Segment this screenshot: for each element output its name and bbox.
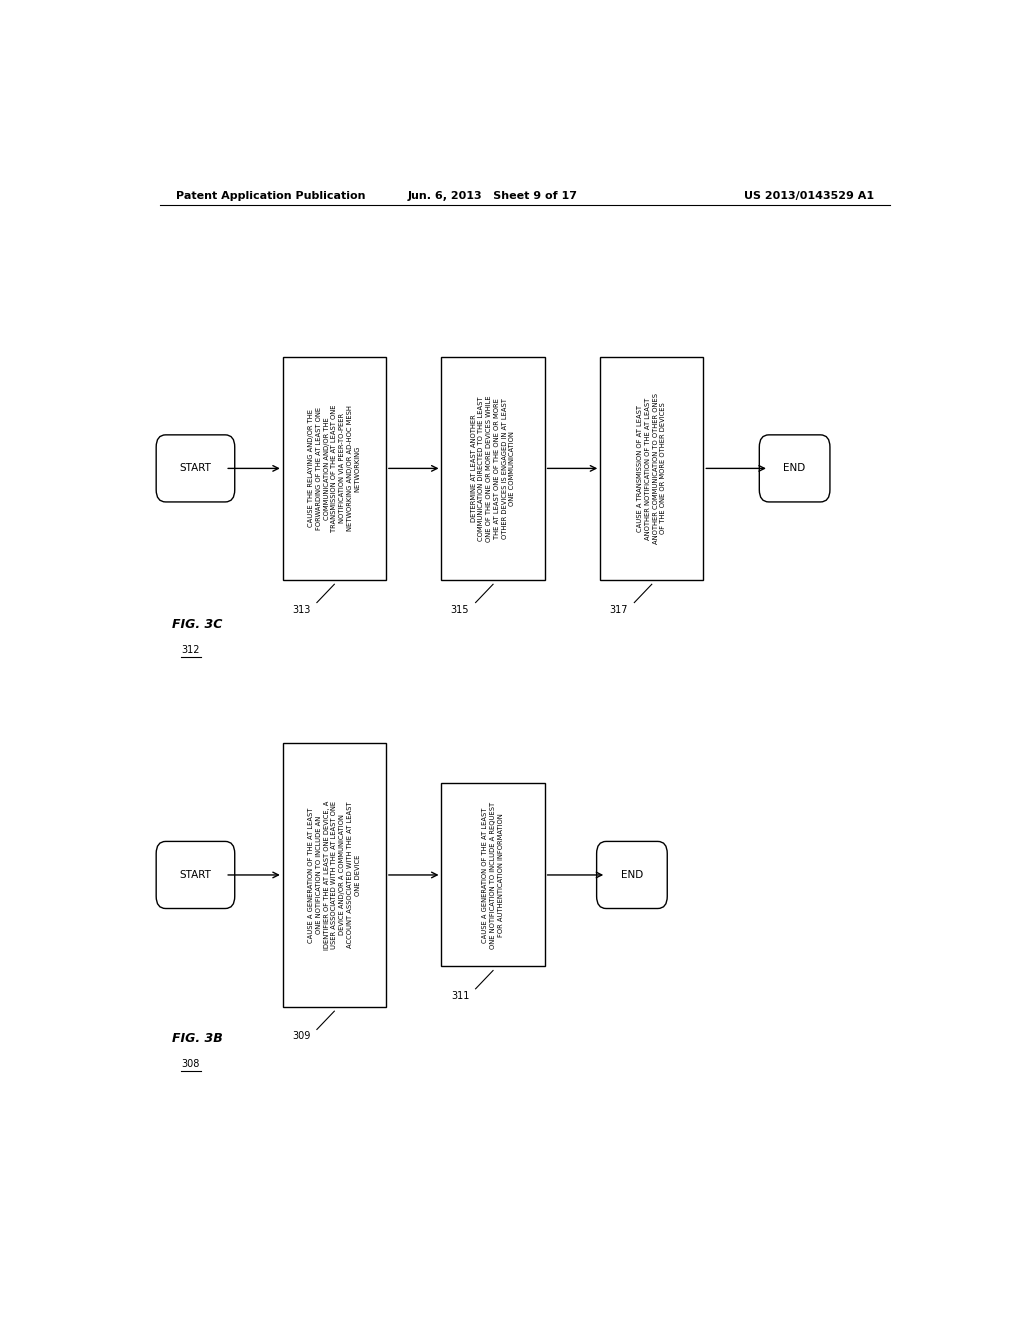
Text: START: START xyxy=(179,870,211,880)
FancyBboxPatch shape xyxy=(760,434,829,502)
Text: END: END xyxy=(783,463,806,474)
Bar xyxy=(283,356,386,581)
Text: CAUSE A GENERATION OF THE AT LEAST
ONE NOTIFICATION TO INCLUDE A REQUEST
FOR AUT: CAUSE A GENERATION OF THE AT LEAST ONE N… xyxy=(482,801,504,949)
FancyBboxPatch shape xyxy=(157,841,234,908)
Text: 317: 317 xyxy=(609,605,628,615)
Text: 308: 308 xyxy=(181,1059,200,1069)
Text: END: END xyxy=(621,870,643,880)
Text: 311: 311 xyxy=(451,991,469,1001)
Text: FIG. 3C: FIG. 3C xyxy=(172,618,222,631)
Text: DETERMINE AT LEAST ANOTHER
COMMUNICATION DIRECTED TO THE LEAST
ONE OF THE ONE OR: DETERMINE AT LEAST ANOTHER COMMUNICATION… xyxy=(471,395,515,541)
Bar xyxy=(441,356,545,581)
Text: 315: 315 xyxy=(451,605,469,615)
Text: 313: 313 xyxy=(292,605,310,615)
Text: US 2013/0143529 A1: US 2013/0143529 A1 xyxy=(743,191,873,201)
Text: START: START xyxy=(179,463,211,474)
Text: CAUSE A GENERATION OF THE AT LEAST
ONE NOTIFICATION TO INCLUDE AN
IDENTIFIER OF : CAUSE A GENERATION OF THE AT LEAST ONE N… xyxy=(308,800,360,949)
Text: 309: 309 xyxy=(292,1031,310,1041)
Text: CAUSE A TRANSMISSION OF AT LEAST
ANOTHER NOTIFICATION OF THE AT LEAST
ANOTHER CO: CAUSE A TRANSMISSION OF AT LEAST ANOTHER… xyxy=(637,393,667,544)
Text: 312: 312 xyxy=(181,645,200,655)
Bar xyxy=(283,743,386,1007)
Text: FIG. 3B: FIG. 3B xyxy=(172,1032,222,1044)
Bar xyxy=(441,784,545,966)
Text: CAUSE THE RELAYING AND/OR THE
FORWARDING OF THE AT LEAST ONE
COMMUNICATION AND/O: CAUSE THE RELAYING AND/OR THE FORWARDING… xyxy=(308,405,360,532)
FancyBboxPatch shape xyxy=(597,841,668,908)
FancyBboxPatch shape xyxy=(157,434,234,502)
Text: Jun. 6, 2013   Sheet 9 of 17: Jun. 6, 2013 Sheet 9 of 17 xyxy=(408,191,579,201)
Bar xyxy=(600,356,703,581)
Text: Patent Application Publication: Patent Application Publication xyxy=(176,191,366,201)
